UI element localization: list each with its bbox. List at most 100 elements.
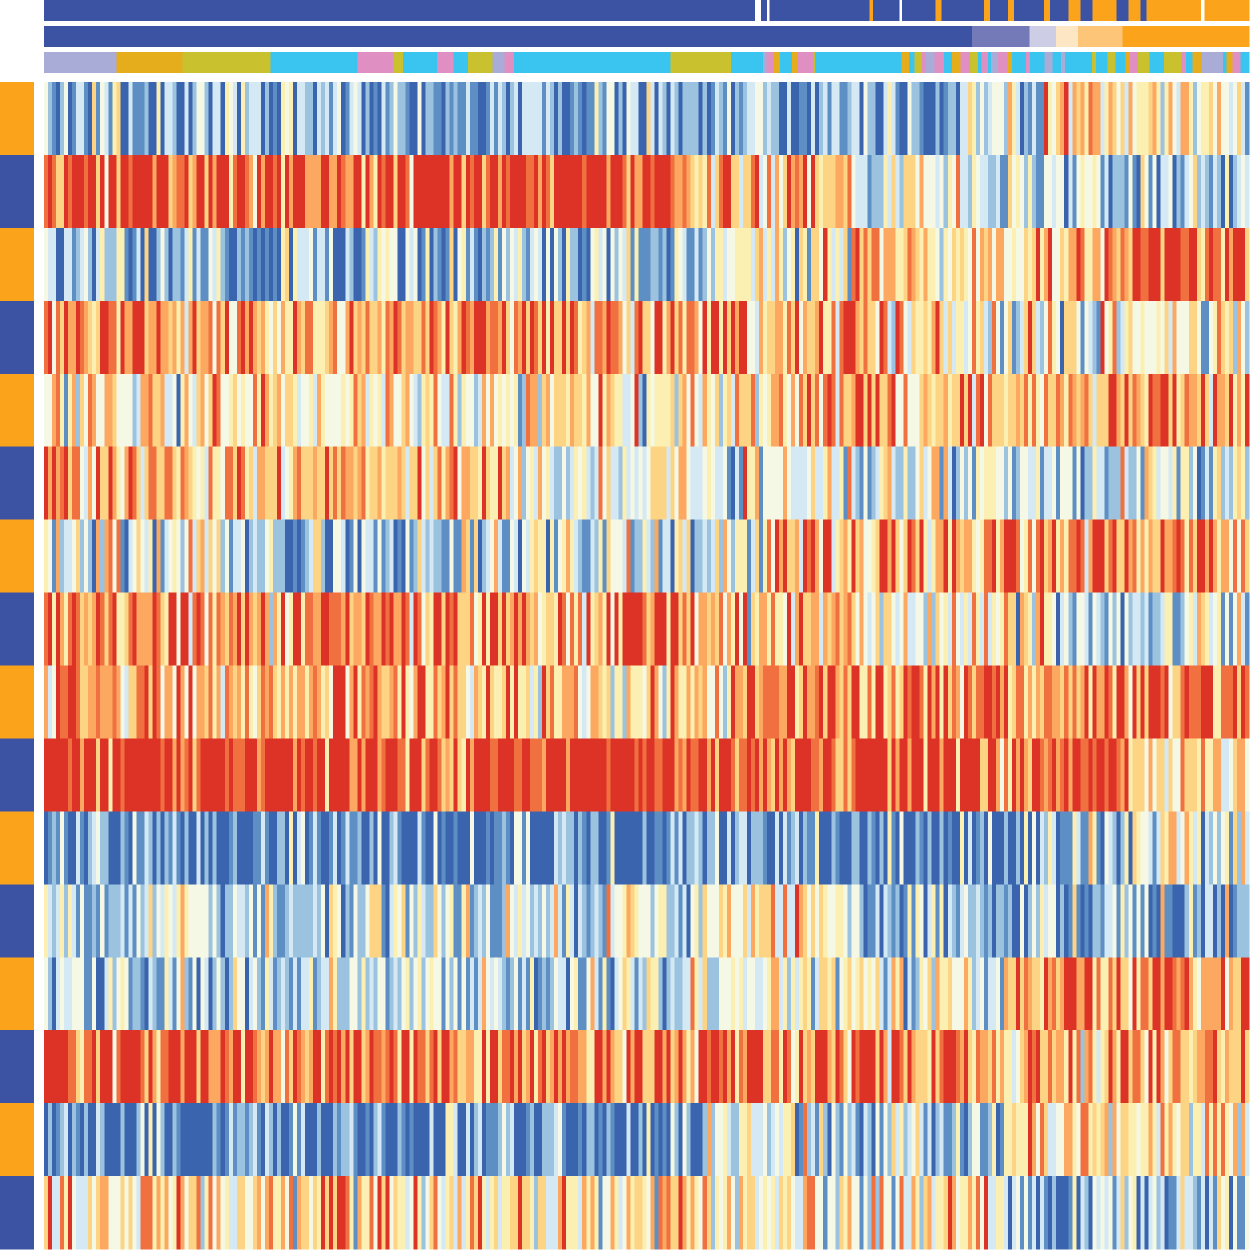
heatmap-cell <box>236 1176 246 1250</box>
heatmap-cell <box>349 665 354 739</box>
heatmap-cell <box>891 811 896 885</box>
heatmap-cell <box>1128 592 1133 666</box>
heatmap-cell <box>831 300 836 375</box>
heatmap-cell <box>646 519 651 593</box>
heatmap-cell <box>630 519 635 593</box>
heatmap-cell <box>232 665 238 739</box>
column-annotation-segment <box>766 52 774 73</box>
heatmap-cell <box>293 1176 298 1250</box>
heatmap-cell <box>357 300 362 375</box>
heatmap-cell <box>558 1103 563 1177</box>
heatmap-cell <box>618 957 623 1031</box>
heatmap-cell <box>1048 227 1053 302</box>
column-annotation-segment <box>754 0 762 21</box>
heatmap-cell <box>871 154 884 229</box>
heatmap-cell <box>618 1176 623 1250</box>
heatmap-cell <box>453 884 463 958</box>
heatmap-cell <box>734 592 740 666</box>
heatmap-cell <box>397 738 406 812</box>
heatmap-cell <box>453 811 459 885</box>
heatmap-cell <box>337 82 342 156</box>
heatmap-cell <box>775 738 780 812</box>
heatmap-cell <box>1104 227 1109 302</box>
heatmap-cell <box>1200 446 1206 520</box>
heatmap-cell <box>939 446 945 520</box>
heatmap-cell <box>373 811 378 885</box>
column-annotation-segment <box>1080 0 1093 21</box>
heatmap-cell <box>409 884 414 958</box>
heatmap-cell <box>357 665 362 739</box>
heatmap-cell <box>373 957 378 1031</box>
heatmap-cell <box>674 665 679 739</box>
heatmap-cell <box>321 884 326 958</box>
heatmap-cell <box>1020 1030 1025 1104</box>
heatmap-cell <box>501 227 507 302</box>
heatmap-cell <box>931 446 941 520</box>
heatmap-cell <box>626 1103 631 1177</box>
heatmap-cell <box>353 446 358 520</box>
heatmap-cell <box>1212 300 1218 375</box>
heatmap-cell <box>674 1030 679 1104</box>
heatmap-cell <box>883 665 888 739</box>
heatmap-cell <box>706 373 712 447</box>
heatmap-cell <box>879 957 884 1031</box>
heatmap-cell <box>1176 519 1182 593</box>
heatmap-cell <box>164 1176 169 1250</box>
heatmap-cell <box>899 884 904 958</box>
heatmap-cell <box>1128 300 1133 375</box>
heatmap-cell <box>650 446 667 520</box>
heatmap-cell <box>1156 811 1161 885</box>
heatmap-cell <box>1216 519 1222 593</box>
heatmap-cell <box>1116 738 1121 812</box>
heatmap-cell <box>172 957 177 1031</box>
heatmap-cell <box>449 519 454 593</box>
heatmap-cell <box>148 519 153 593</box>
heatmap-cell <box>594 592 599 666</box>
heatmap-cell <box>168 811 173 885</box>
heatmap-cell <box>783 592 788 666</box>
heatmap-cell <box>465 154 471 229</box>
heatmap-cell <box>1240 82 1246 156</box>
heatmap-cell <box>232 811 238 885</box>
heatmap-cell <box>1052 738 1057 812</box>
heatmap-cell <box>96 154 101 229</box>
heatmap-cell <box>682 300 687 375</box>
heatmap-cell <box>530 227 535 302</box>
heatmap-cell <box>995 446 1005 520</box>
heatmap-cell <box>1192 519 1198 593</box>
heatmap-cell <box>485 665 491 739</box>
heatmap-cell <box>762 82 768 156</box>
heatmap-cell <box>216 884 222 958</box>
heatmap-cell <box>891 300 896 375</box>
heatmap-cell <box>172 300 177 375</box>
heatmap-cell <box>469 300 475 375</box>
heatmap-cell <box>1216 82 1222 156</box>
heatmap-cell <box>505 446 511 520</box>
heatmap-cell <box>823 519 832 593</box>
heatmap-cell <box>485 373 491 447</box>
heatmap-cell <box>272 300 278 375</box>
heatmap-cell <box>1044 446 1053 520</box>
heatmap-cell <box>746 82 756 156</box>
heatmap-cell <box>722 300 728 375</box>
heatmap-cell <box>895 227 904 302</box>
heatmap-cell <box>799 665 804 739</box>
heatmap-cell <box>453 738 459 812</box>
heatmap-cell <box>1144 1176 1149 1250</box>
heatmap-cell <box>971 82 977 156</box>
heatmap-cell <box>164 82 173 156</box>
heatmap-cell <box>935 592 941 666</box>
heatmap-cell <box>891 884 896 958</box>
heatmap-cell <box>811 227 820 302</box>
heatmap-cell <box>779 1176 784 1250</box>
heatmap-cell <box>791 592 796 666</box>
heatmap-cell <box>690 738 700 812</box>
heatmap-cell <box>1072 82 1077 156</box>
heatmap-cell <box>642 154 651 229</box>
heatmap-cell <box>714 592 720 666</box>
heatmap-cell <box>1204 1030 1214 1104</box>
heatmap-cell <box>570 519 575 593</box>
heatmap-cell <box>951 957 965 1031</box>
heatmap-cell <box>505 227 511 302</box>
heatmap-cell <box>377 300 382 375</box>
